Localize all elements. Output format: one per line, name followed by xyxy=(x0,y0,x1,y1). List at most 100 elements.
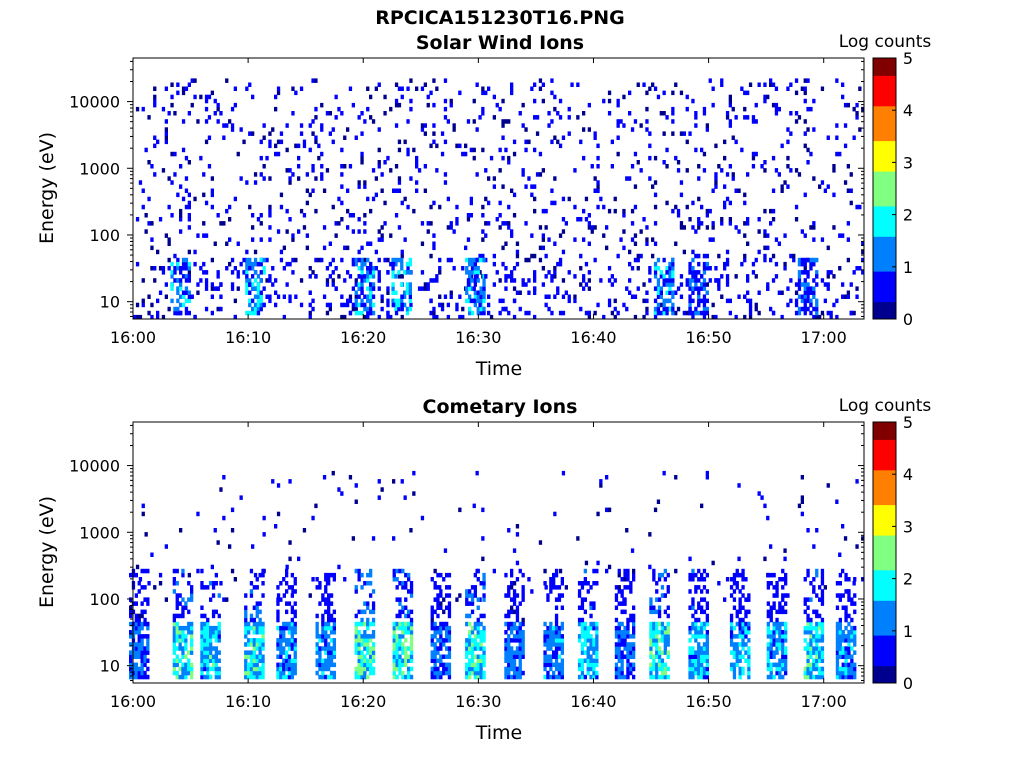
spectrogram-cell xyxy=(440,306,445,312)
colorbar-segment xyxy=(873,79,896,85)
spectrogram-cell xyxy=(720,78,724,83)
spectrogram-cell xyxy=(705,670,709,676)
spectrogram-cell xyxy=(258,670,262,676)
spectrogram-cell xyxy=(592,638,596,643)
spectrogram-cell xyxy=(518,674,522,680)
spectrogram-cell xyxy=(251,94,255,100)
spectrogram-cell xyxy=(261,572,265,578)
spectrogram-cell xyxy=(501,298,505,304)
spectrogram-cell xyxy=(315,577,319,582)
spectrogram-cell xyxy=(181,261,186,267)
spectrogram-cell xyxy=(468,662,472,668)
spectrogram-cell xyxy=(140,621,144,627)
x-tick-label: 16:50 xyxy=(686,692,732,711)
x-tick-label: 16:30 xyxy=(455,692,501,711)
spectrogram-cell xyxy=(251,282,255,287)
spectrogram-cell xyxy=(248,261,252,267)
spectrogram-cell xyxy=(843,180,848,185)
spectrogram-cell xyxy=(515,613,520,619)
spectrogram-cell xyxy=(800,229,804,234)
spectrogram-cell xyxy=(449,294,453,299)
spectrogram-cell xyxy=(321,593,325,598)
spectrogram-cell xyxy=(655,581,659,586)
spectrogram-cell xyxy=(447,613,452,619)
spectrogram-cell xyxy=(415,86,419,91)
spectrogram-cell xyxy=(435,274,439,279)
spectrogram-cell xyxy=(479,634,483,639)
spectrogram-cell xyxy=(363,229,367,234)
colorbar-label: Log counts xyxy=(839,32,932,52)
spectrogram-cell xyxy=(820,581,825,586)
colorbar-segment xyxy=(873,258,896,263)
spectrogram-cell xyxy=(288,294,292,299)
spectrogram-cell xyxy=(181,625,185,631)
spectrogram-cell xyxy=(321,613,325,619)
spectrogram-cell xyxy=(688,306,692,312)
spectrogram-cell xyxy=(398,625,402,631)
spectrogram-cell xyxy=(251,261,255,267)
spectrogram-cell xyxy=(847,638,851,643)
spectrogram-cell xyxy=(219,111,223,116)
spectrogram-cell xyxy=(666,613,670,619)
spectrogram-cell xyxy=(401,642,405,647)
spectrogram-cell xyxy=(285,581,289,586)
spectrogram-cell xyxy=(853,634,857,639)
spectrogram-cell xyxy=(645,306,649,312)
spectrogram-cell xyxy=(757,491,761,496)
spectrogram-cell xyxy=(248,278,252,283)
spectrogram-cell xyxy=(436,605,440,610)
spectrogram-cell xyxy=(510,662,514,668)
spectrogram-cell xyxy=(150,302,154,308)
spectrogram-cell xyxy=(547,237,551,242)
spectrogram-cell xyxy=(329,572,334,578)
spectrogram-cell xyxy=(297,143,301,149)
spectrogram-cell xyxy=(435,143,439,149)
spectrogram-cell xyxy=(134,601,138,606)
spectrogram-cell xyxy=(679,131,684,136)
spectrogram-cell xyxy=(144,229,148,234)
spectrogram-cell xyxy=(527,257,531,263)
spectrogram-cell xyxy=(694,123,698,128)
spectrogram-cell xyxy=(164,86,168,91)
spectrogram-cell xyxy=(694,115,698,120)
spectrogram-cell xyxy=(818,674,822,680)
spectrogram-cell xyxy=(187,670,191,676)
spectrogram-cell xyxy=(697,278,701,283)
spectrogram-cell xyxy=(369,658,373,663)
spectrogram-cell xyxy=(380,306,384,312)
spectrogram-cell xyxy=(504,572,508,578)
spectrogram-cell xyxy=(666,642,670,647)
spectrogram-cell xyxy=(315,642,319,647)
spectrogram-cell xyxy=(495,217,499,222)
spectrogram-cell xyxy=(554,654,559,659)
spectrogram-cell xyxy=(443,294,448,299)
spectrogram-cell xyxy=(476,662,480,668)
spectrogram-cell xyxy=(404,572,408,578)
spectrogram-cell xyxy=(262,302,266,308)
spectrogram-cell xyxy=(728,164,732,169)
spectrogram-cell xyxy=(473,290,477,295)
spectrogram-cell xyxy=(468,638,472,643)
spectrogram-cell xyxy=(697,196,701,202)
spectrogram-cell xyxy=(774,261,779,267)
spectrogram-cell xyxy=(181,294,186,299)
spectrogram-cell xyxy=(582,111,586,116)
spectrogram-cell xyxy=(547,294,551,299)
spectrogram-cell xyxy=(772,674,776,680)
spectrogram-cell xyxy=(763,253,767,259)
spectrogram-cell xyxy=(616,310,620,316)
spectrogram-cell xyxy=(209,666,213,672)
spectrogram-cell xyxy=(255,609,259,615)
spectrogram-cell xyxy=(473,646,477,651)
spectrogram-cell xyxy=(657,577,662,582)
x-tick-label: 17:00 xyxy=(801,328,847,347)
spectrogram-cell xyxy=(178,658,182,663)
spectrogram-cell xyxy=(482,572,486,578)
spectrogram-cell xyxy=(327,613,331,619)
spectrogram-cell xyxy=(276,638,280,643)
spectrogram-cell xyxy=(360,261,364,267)
spectrogram-cell xyxy=(530,233,534,238)
spectrogram-cell xyxy=(481,536,485,541)
spectrogram-cell xyxy=(510,229,514,234)
